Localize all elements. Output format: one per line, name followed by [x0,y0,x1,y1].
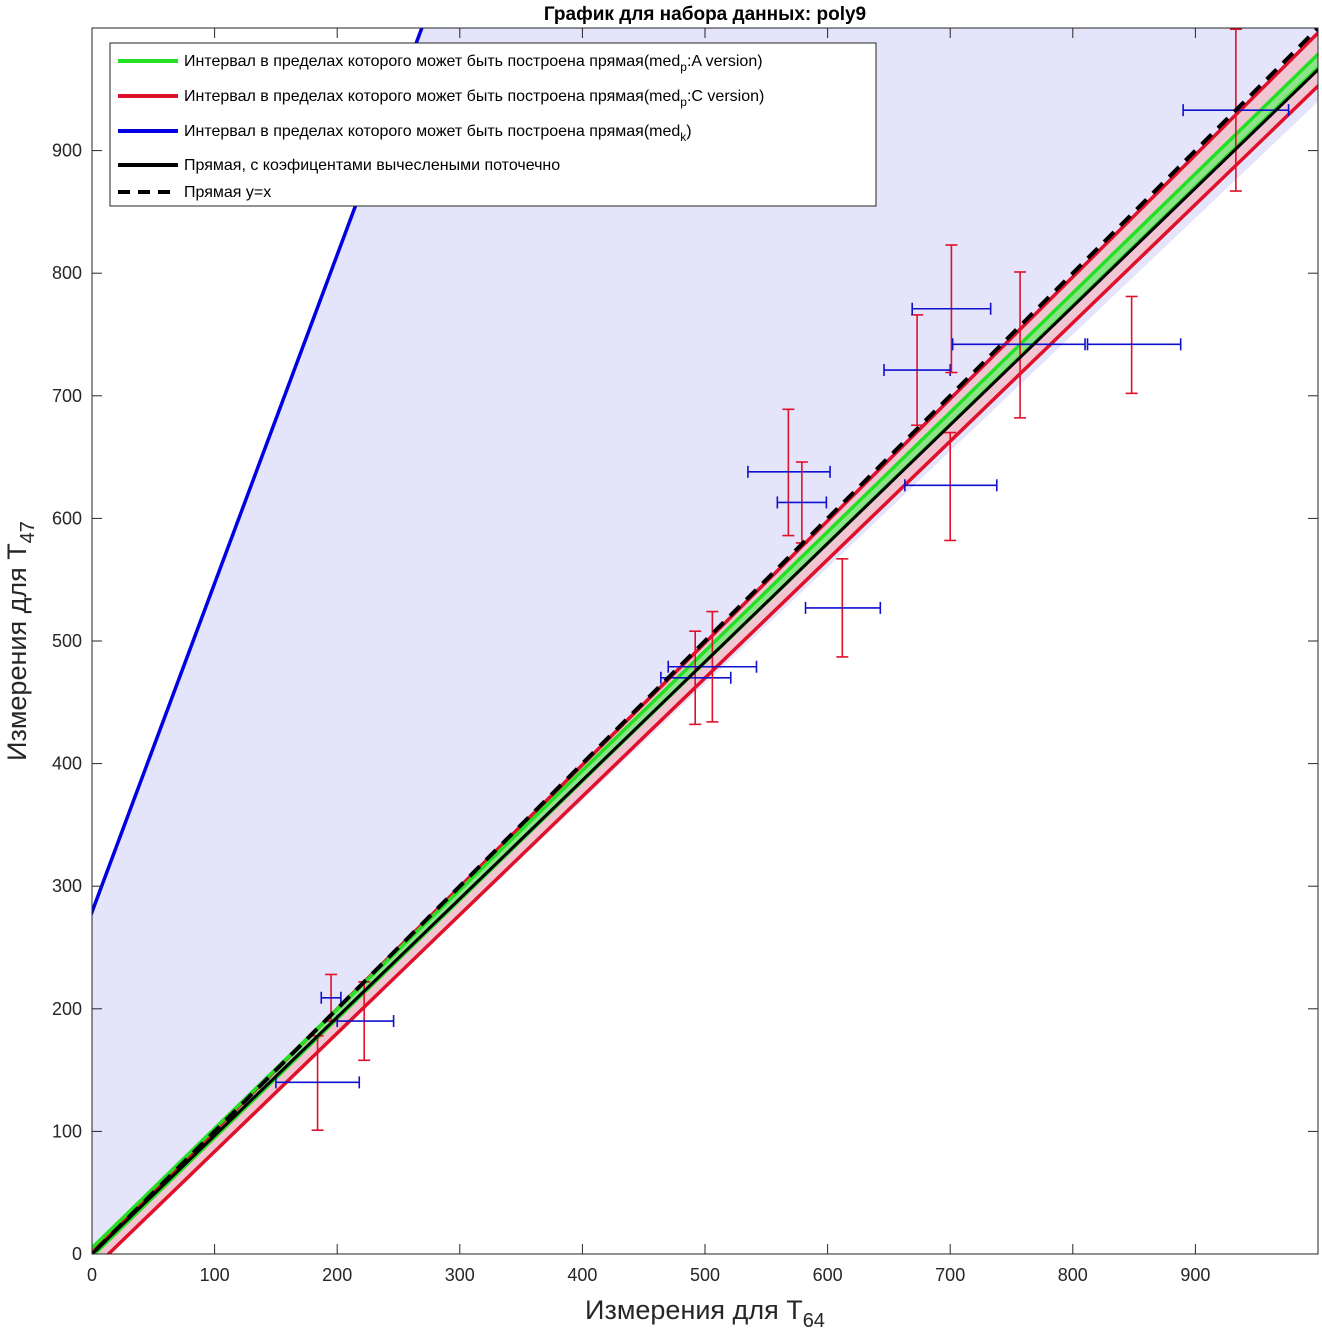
legend-label: Интервал в пределах которого может быть … [184,88,764,109]
legend-label: Интервал в пределах которого может быть … [184,53,763,74]
legend-label-main: Интервал в пределах которого может быть … [184,88,680,105]
x-tick-label: 300 [445,1265,475,1285]
data-point-6 [747,408,831,537]
plot-content [92,28,1318,1254]
legend-label-sub: p [680,60,687,74]
y-axis-label-main: Измерения для T [2,543,32,761]
legend-item-1: Интервал в пределах которого может быть … [118,88,764,109]
legend-label-tail: ) [686,123,691,140]
x-axis-label-main: Измерения для T [585,1295,803,1325]
legend-label-main: Интервал в пределах которого может быть … [184,123,680,140]
data-point-5 [804,558,882,658]
legend-label: Интервал в пределах которого может быть … [184,123,692,144]
legend-label-tail: :C version) [687,88,764,105]
data-point-8 [883,314,952,427]
legend-label: Прямая, с коэфицентами вычеслеными поточ… [184,157,560,174]
y-tick-label: 200 [52,999,82,1019]
data-point-9 [904,431,998,542]
x-tick-label: 0 [87,1265,97,1285]
legend-label: Прямая y=x [184,184,271,201]
legend-box [109,42,877,207]
y-tick-label: 700 [52,386,82,406]
y-tick-label: 0 [72,1244,82,1264]
legend-item-4: Прямая y=x [118,184,271,201]
x-axis-label: Измерения для T64 [585,1295,825,1332]
y-tick-label: 300 [52,876,82,896]
legend-label-tail: :A version) [687,53,763,70]
data-point-10 [911,244,992,374]
y-tick-label: 600 [52,508,82,528]
x-tick-label: 100 [200,1265,230,1285]
medk-upper-line [92,28,424,917]
data-point-3 [660,630,732,726]
y-tick-label: 900 [52,141,82,161]
legend-label-main: Интервал в пределах которого может быть … [184,53,680,70]
legend-label-sub: k [680,130,687,144]
y-axis-label: Измерения для T47 [2,521,39,761]
data-point-7 [776,461,828,544]
identity-line [92,28,1318,1254]
data-point-12 [1086,295,1182,395]
y-axis-label-sub: 47 [17,521,39,543]
x-tick-label: 200 [322,1265,352,1285]
data-point-2 [336,981,395,1062]
y-tick-label: 500 [52,631,82,651]
x-axis-label-sub: 64 [803,1310,825,1332]
x-tick-label: 400 [567,1265,597,1285]
medp-a-upper-line [92,51,1318,1251]
legend-item-0: Интервал в пределах которого может быть … [118,53,763,74]
x-tick-label: 500 [690,1265,720,1285]
data-point-11 [951,271,1086,419]
y-tick-label: 400 [52,754,82,774]
chart-title: График для набора данных: poly9 [544,4,866,25]
legend-label-main: Прямая y=x [184,184,271,201]
legend-label-main: Прямая, с коэфицентами вычеслеными поточ… [184,157,560,174]
legend-item-2: Интервал в пределах которого может быть … [118,123,692,144]
legend: Интервал в пределах которого может быть … [109,42,877,207]
data-point-0 [275,1034,361,1131]
x-tick-label: 900 [1180,1265,1210,1285]
y-tick-label: 800 [52,263,82,283]
x-tick-label: 600 [813,1265,843,1285]
x-tick-label: 800 [1058,1265,1088,1285]
axis-ticks: 0 100 200 300 400 500 600 700 800 900 0 100 200 300 40… [52,28,1318,1285]
x-tick-label: 700 [935,1265,965,1285]
legend-item-3: Прямая, с коэфицентами вычеслеными поточ… [118,157,560,174]
point-fit-line [92,67,1318,1254]
y-tick-label: 100 [52,1121,82,1141]
legend-label-sub: p [680,95,687,109]
data-point-4 [667,610,758,723]
